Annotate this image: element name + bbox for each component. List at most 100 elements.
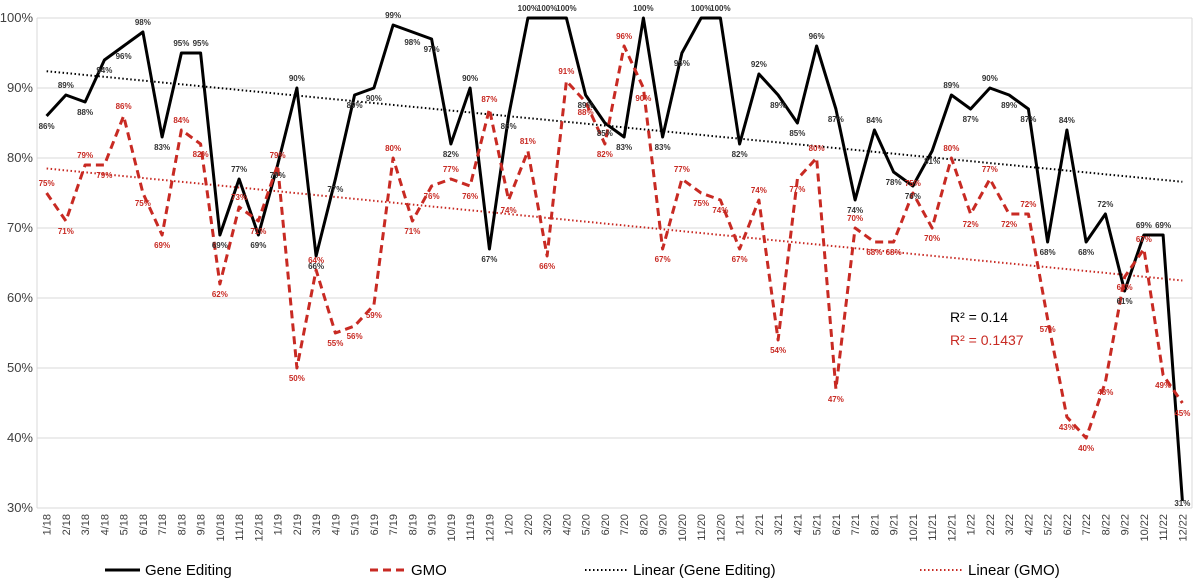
x-tick-label: 11/18 (234, 514, 246, 541)
data-label-gmo: 80% (943, 144, 959, 153)
data-label-gmo: 57% (1040, 325, 1056, 334)
data-label-gmo: 72% (963, 220, 979, 229)
y-tick-label: 100% (0, 10, 33, 25)
x-tick-label: 10/21 (908, 514, 920, 542)
data-label-gene-editing: 90% (462, 74, 478, 83)
data-label-gene-editing: 100% (537, 4, 557, 13)
data-label-gmo: 64% (308, 256, 324, 265)
data-label-gmo: 45% (1174, 409, 1190, 418)
x-tick-label: 8/19 (407, 514, 419, 535)
data-label-gene-editing: 100% (691, 4, 711, 13)
data-label-gene-editing: 68% (1078, 248, 1094, 257)
x-tick-label: 12/21 (946, 514, 958, 542)
data-label-gmo: 55% (327, 339, 343, 348)
data-label-gene-editing: 78% (886, 178, 902, 187)
x-tick-label: 4/18 (99, 514, 111, 535)
x-tick-label: 8/20 (638, 514, 650, 535)
data-label-gmo: 77% (982, 165, 998, 174)
data-label-gene-editing: 84% (1059, 116, 1075, 125)
data-label-gmo: 91% (558, 67, 574, 76)
data-label-gmo: 43% (1059, 423, 1075, 432)
data-label-gene-editing: 95% (193, 39, 209, 48)
data-label-gene-editing: 69% (212, 241, 228, 250)
data-label-gmo: 75% (135, 199, 151, 208)
data-label-gene-editing: 94% (96, 66, 112, 75)
x-tick-label: 6/21 (831, 514, 843, 535)
data-label-gene-editing: 69% (1155, 221, 1171, 230)
x-tick-label: 11/20 (696, 514, 708, 541)
data-label-gmo: 67% (732, 255, 748, 264)
data-label-gmo: 47% (828, 395, 844, 404)
data-labels: 86%89%88%94%96%98%83%95% 95%69%77%69%79%9… (39, 4, 1191, 508)
data-label-gene-editing: 89% (1001, 101, 1017, 110)
data-label-gene-editing: 96% (809, 32, 825, 41)
data-label-gene-editing: 89% (578, 101, 594, 110)
y-tick-label: 30% (7, 500, 33, 515)
x-tick-label: 8/22 (1100, 514, 1112, 535)
data-label-gmo: 56% (347, 332, 363, 341)
data-label-gmo: 70% (924, 234, 940, 243)
x-tick-label: 10/20 (677, 514, 689, 542)
data-label-gmo: 82% (193, 150, 209, 159)
data-label-gmo: 79% (77, 151, 93, 160)
data-label-gene-editing: 87% (828, 115, 844, 124)
data-label-gmo: 72% (1020, 200, 1036, 209)
x-tick-label: 4/22 (1023, 514, 1035, 535)
y-tick-label: 70% (7, 220, 33, 235)
data-label-gmo: 68% (886, 248, 902, 257)
data-label-gmo: 63% (1117, 283, 1133, 292)
data-label-gene-editing: 85% (597, 129, 613, 138)
x-tick-label: 12/18 (253, 514, 265, 542)
x-tick-label: 8/18 (176, 514, 188, 535)
x-tick-label: 12/20 (715, 514, 727, 542)
data-label-gmo: 80% (809, 144, 825, 153)
r2-gene-editing: R² = 0.14 (950, 309, 1008, 325)
x-tick-label: 9/22 (1120, 514, 1132, 535)
x-tick-label: 1/22 (966, 514, 978, 535)
data-label-gmo: 74% (501, 206, 517, 215)
data-label-gmo: 69% (154, 241, 170, 250)
data-label-gene-editing: 89% (943, 81, 959, 90)
legend: Gene Editing GMO Linear (Gene Editing) L… (105, 562, 1060, 579)
data-label-gene-editing: 83% (616, 143, 632, 152)
data-label-gmo: 74% (751, 186, 767, 195)
data-label-gene-editing: 92% (751, 60, 767, 69)
y-tick-label: 60% (7, 290, 33, 305)
data-label-gene-editing: 61% (1117, 297, 1133, 306)
x-tick-label: 5/21 (812, 514, 824, 535)
data-label-gmo: 75% (905, 179, 921, 188)
data-label-gmo: 71% (250, 227, 266, 236)
x-tick-label: 4/19 (330, 514, 342, 535)
r2-gmo: R² = 0.1437 (950, 332, 1024, 348)
x-tick-label: 5/20 (581, 514, 593, 535)
data-label-gene-editing: 100% (633, 4, 653, 13)
data-label-gene-editing: 99% (385, 11, 401, 20)
data-label-gmo: 79% (270, 151, 286, 160)
data-label-gene-editing: 83% (655, 143, 671, 152)
legend-label-gene-editing: Gene Editing (145, 562, 232, 579)
x-tick-label: 7/18 (157, 514, 169, 535)
data-label-gmo: 77% (443, 165, 459, 174)
data-label-gene-editing: 95% (173, 39, 189, 48)
data-label-gene-editing: 31% (1174, 499, 1190, 508)
x-tick-label: 7/21 (850, 514, 862, 535)
data-label-gene-editing: 98% (404, 38, 420, 47)
data-label-gene-editing: 86% (501, 122, 517, 131)
x-tick-label: 10/19 (446, 514, 458, 542)
data-label-gmo: 84% (173, 116, 189, 125)
data-label-gene-editing: 67% (481, 255, 497, 264)
y-tick-label: 40% (7, 430, 33, 445)
x-tick-label: 12/22 (1177, 514, 1189, 542)
x-tick-label: 9/19 (427, 514, 439, 535)
data-label-gmo: 40% (1078, 444, 1094, 453)
data-label-gmo: 66% (539, 262, 555, 271)
data-label-gene-editing: 89% (58, 81, 74, 90)
x-tick-label: 11/21 (927, 514, 939, 541)
x-tick-label: 2/22 (985, 514, 997, 535)
data-label-gene-editing: 89% (347, 101, 363, 110)
x-tick-label: 7/22 (1081, 514, 1093, 535)
data-label-gene-editing: 66% (308, 262, 324, 271)
series-lines (45, 16, 1184, 502)
data-label-gene-editing: 97% (424, 45, 440, 54)
